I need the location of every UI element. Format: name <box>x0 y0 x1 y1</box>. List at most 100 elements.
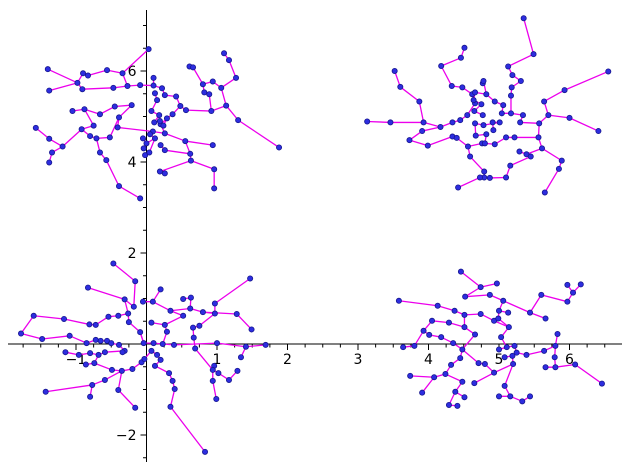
graph-node <box>171 386 178 393</box>
graph-edge <box>399 86 420 103</box>
x-tick-label: 5 <box>495 352 504 368</box>
graph-node <box>151 362 158 369</box>
graph-node <box>554 330 561 337</box>
graph-node <box>500 297 507 304</box>
graph-node <box>96 149 103 156</box>
graph-node <box>46 87 53 94</box>
graph-node <box>167 403 174 410</box>
graph-node <box>213 340 220 347</box>
graph-edge <box>464 286 482 298</box>
x-tick-label: 1 <box>213 352 222 368</box>
graph-node <box>483 131 490 138</box>
graph-node <box>507 393 514 400</box>
graph-node <box>503 174 510 181</box>
graph-node <box>196 322 203 329</box>
graph-node <box>262 341 269 348</box>
graph-node <box>147 131 154 138</box>
graph-node <box>545 112 552 119</box>
graph-node <box>80 70 87 77</box>
graph-node <box>459 84 466 91</box>
graph-node <box>449 119 456 126</box>
graph-edge <box>461 348 480 364</box>
graph-node <box>406 137 413 144</box>
graph-node <box>505 309 512 316</box>
graph-node <box>480 122 487 129</box>
graph-node <box>507 110 514 117</box>
graph-edge <box>502 300 531 314</box>
graph-node <box>501 354 508 361</box>
graph-node <box>276 144 283 151</box>
graph-edge <box>47 68 79 84</box>
graph-node <box>206 91 213 98</box>
graph-node <box>541 347 548 354</box>
graph-edge <box>220 87 227 107</box>
graph-node <box>166 370 173 377</box>
graph-node <box>459 346 466 353</box>
graph-node <box>75 351 82 358</box>
tree-bottom-left-nodes <box>18 260 269 455</box>
graph-node <box>387 119 394 126</box>
graph-node <box>177 103 184 110</box>
graph-node <box>517 78 524 85</box>
graph-node <box>462 293 469 300</box>
graph-edge <box>469 155 485 173</box>
graph-edge <box>398 300 439 307</box>
graph-node <box>397 83 404 90</box>
graph-node <box>137 82 144 89</box>
graph-node <box>437 123 444 130</box>
graph-edge <box>202 311 238 315</box>
graph-node <box>170 341 177 348</box>
graph-node <box>420 327 427 334</box>
graph-node <box>211 310 218 317</box>
graph-edge <box>169 307 191 312</box>
graph-node <box>116 114 123 121</box>
graph-node <box>150 74 157 81</box>
graph-node <box>471 380 478 387</box>
graph-node <box>110 84 117 91</box>
graph-node <box>445 401 452 408</box>
graph-node <box>450 340 457 347</box>
graph-edge <box>184 140 214 146</box>
graph-node <box>93 135 100 142</box>
graph-node <box>420 119 427 126</box>
graph-edge <box>117 389 136 409</box>
graph-node <box>151 135 158 142</box>
graph-node <box>105 313 112 320</box>
graph-node <box>496 119 503 126</box>
graph-edge <box>461 333 476 351</box>
graph-node <box>452 388 459 395</box>
graph-edge <box>228 59 237 79</box>
y-tick-label: 6 <box>128 64 137 80</box>
graph-node <box>213 396 220 403</box>
graph-node <box>478 101 485 108</box>
graph-node <box>486 174 493 181</box>
graph-node <box>498 334 505 341</box>
graph-edge <box>541 147 563 162</box>
graph-node <box>30 312 37 319</box>
tree-top-right-nodes <box>364 15 612 196</box>
graph-edge <box>540 294 569 303</box>
graph-node <box>527 393 534 400</box>
graph-node <box>459 378 466 385</box>
graph-node <box>96 111 103 118</box>
graph-edge <box>493 363 514 374</box>
graph-node <box>500 102 507 109</box>
graph-node <box>82 361 89 368</box>
graph-edge <box>152 301 172 312</box>
graph-edge <box>525 350 545 356</box>
graph-node <box>119 70 126 77</box>
graph-node <box>140 145 147 152</box>
graph-node <box>503 134 510 141</box>
graph-edge <box>519 121 540 124</box>
graph-node <box>32 124 39 131</box>
graph-node <box>519 112 526 119</box>
graph-node <box>233 74 240 81</box>
graph-edge <box>185 109 213 112</box>
graph-node <box>513 349 520 356</box>
graph-edge <box>529 294 542 314</box>
graph-node <box>247 275 254 282</box>
graph-node <box>108 366 115 373</box>
graph-node <box>211 185 218 192</box>
graph-node <box>419 389 426 396</box>
